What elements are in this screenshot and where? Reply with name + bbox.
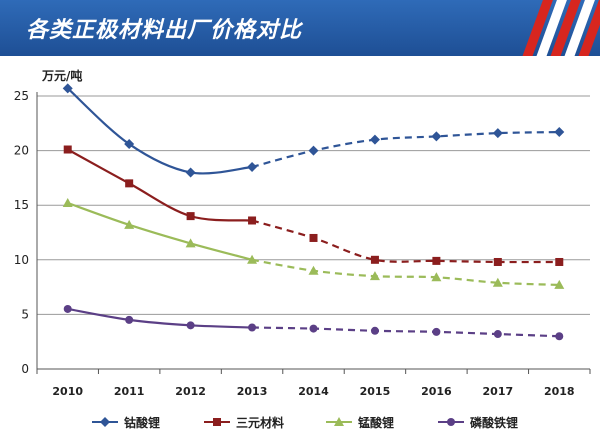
series-line-actual xyxy=(67,148,253,222)
series-line-actual xyxy=(67,201,253,261)
series-line-forecast xyxy=(251,258,560,287)
x-tick-label: 2011 xyxy=(114,385,145,398)
data-point xyxy=(124,219,135,229)
data-point xyxy=(248,216,257,225)
data-point xyxy=(247,254,258,264)
legend-label: 三元材料 xyxy=(236,415,284,430)
x-tick-label: 2016 xyxy=(421,385,452,398)
legend-marker xyxy=(100,417,110,427)
data-point xyxy=(555,257,564,266)
data-point xyxy=(248,323,257,332)
data-point xyxy=(492,277,503,287)
data-point xyxy=(62,83,73,94)
data-point xyxy=(309,324,318,333)
data-point xyxy=(554,127,565,138)
legend-label: 锰酸锂 xyxy=(358,415,394,430)
legend-label: 钴酸锂 xyxy=(124,415,160,430)
x-tick-label: 2013 xyxy=(237,385,268,398)
data-point xyxy=(63,304,72,313)
data-point xyxy=(554,279,565,289)
data-point xyxy=(62,198,73,208)
series-line-actual xyxy=(66,87,253,175)
data-point xyxy=(369,134,380,145)
data-point xyxy=(309,233,318,242)
data-point xyxy=(186,212,195,221)
legend-label: 磷酸铁锂 xyxy=(470,415,518,430)
chart-area: 万元/吨 0 5 10 15 20 25 2010 2011 2012 2013 2014 2015 2… xyxy=(0,56,600,444)
x-tick-label: 2012 xyxy=(175,385,206,398)
series-line-forecast xyxy=(251,130,560,169)
y-tick-label: 0 xyxy=(21,362,29,376)
price-line-chart: 万元/吨 0 5 10 15 20 25 2010 2011 2012 2013 2014 2015 2… xyxy=(14,68,591,430)
legend-marker xyxy=(213,418,221,426)
legend-marker xyxy=(334,417,344,426)
x-tick-label: 2017 xyxy=(483,385,514,398)
x-tick-label: 2015 xyxy=(360,385,391,398)
data-point xyxy=(124,139,135,150)
y-tick-label: 15 xyxy=(14,198,29,212)
data-point xyxy=(370,255,379,264)
header-banner: 各类正极材料出厂价格对比 xyxy=(0,0,600,56)
data-point xyxy=(432,327,441,336)
y-tick-label: 10 xyxy=(14,253,29,267)
data-point xyxy=(431,131,442,142)
data-point xyxy=(308,265,319,275)
data-point xyxy=(369,271,380,281)
page-title: 各类正极材料出厂价格对比 xyxy=(26,18,303,43)
data-point xyxy=(555,332,564,341)
data-point xyxy=(63,145,72,154)
data-point xyxy=(492,128,503,139)
data-point xyxy=(432,256,441,265)
y-tick-label: 5 xyxy=(21,307,29,321)
series-line-actual xyxy=(67,307,253,329)
data-point xyxy=(431,272,442,282)
data-point xyxy=(125,179,134,188)
series-line-forecast xyxy=(252,326,560,338)
data-point xyxy=(308,145,319,156)
data-point xyxy=(493,257,502,266)
data-point xyxy=(370,326,379,335)
y-axis-unit-label: 万元/吨 xyxy=(41,68,82,83)
y-tick-label: 20 xyxy=(14,144,29,158)
x-tick-label: 2010 xyxy=(52,385,83,398)
x-tick-label: 2014 xyxy=(298,385,329,398)
data-point xyxy=(493,330,502,339)
x-tick-label: 2018 xyxy=(544,385,575,398)
data-point xyxy=(185,238,196,248)
data-point xyxy=(125,315,134,324)
series-line-forecast xyxy=(251,219,560,264)
data-point xyxy=(186,321,195,330)
data-point xyxy=(185,167,196,178)
legend-marker xyxy=(447,418,455,426)
y-tick-label: 25 xyxy=(14,89,29,103)
data-point xyxy=(247,161,258,172)
